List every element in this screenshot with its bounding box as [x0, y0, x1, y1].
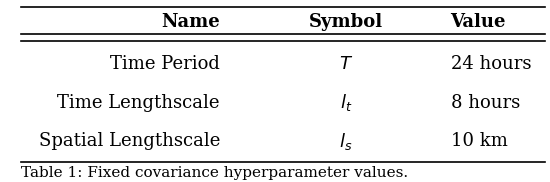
Text: 10 km: 10 km	[450, 132, 508, 150]
Text: 24 hours: 24 hours	[450, 55, 531, 73]
Text: Time Lengthscale: Time Lengthscale	[57, 94, 220, 112]
Text: Symbol: Symbol	[309, 13, 383, 31]
Text: $l_t$: $l_t$	[339, 92, 352, 113]
Text: Time Period: Time Period	[110, 55, 220, 73]
Text: Value: Value	[450, 13, 506, 31]
Text: $l_s$: $l_s$	[339, 131, 353, 152]
Text: Spatial Lengthscale: Spatial Lengthscale	[39, 132, 220, 150]
Text: Table 1: Fixed covariance hyperparameter values.: Table 1: Fixed covariance hyperparameter…	[21, 166, 408, 180]
Text: 8 hours: 8 hours	[450, 94, 520, 112]
Text: $T$: $T$	[339, 55, 353, 73]
Text: Name: Name	[161, 13, 220, 31]
